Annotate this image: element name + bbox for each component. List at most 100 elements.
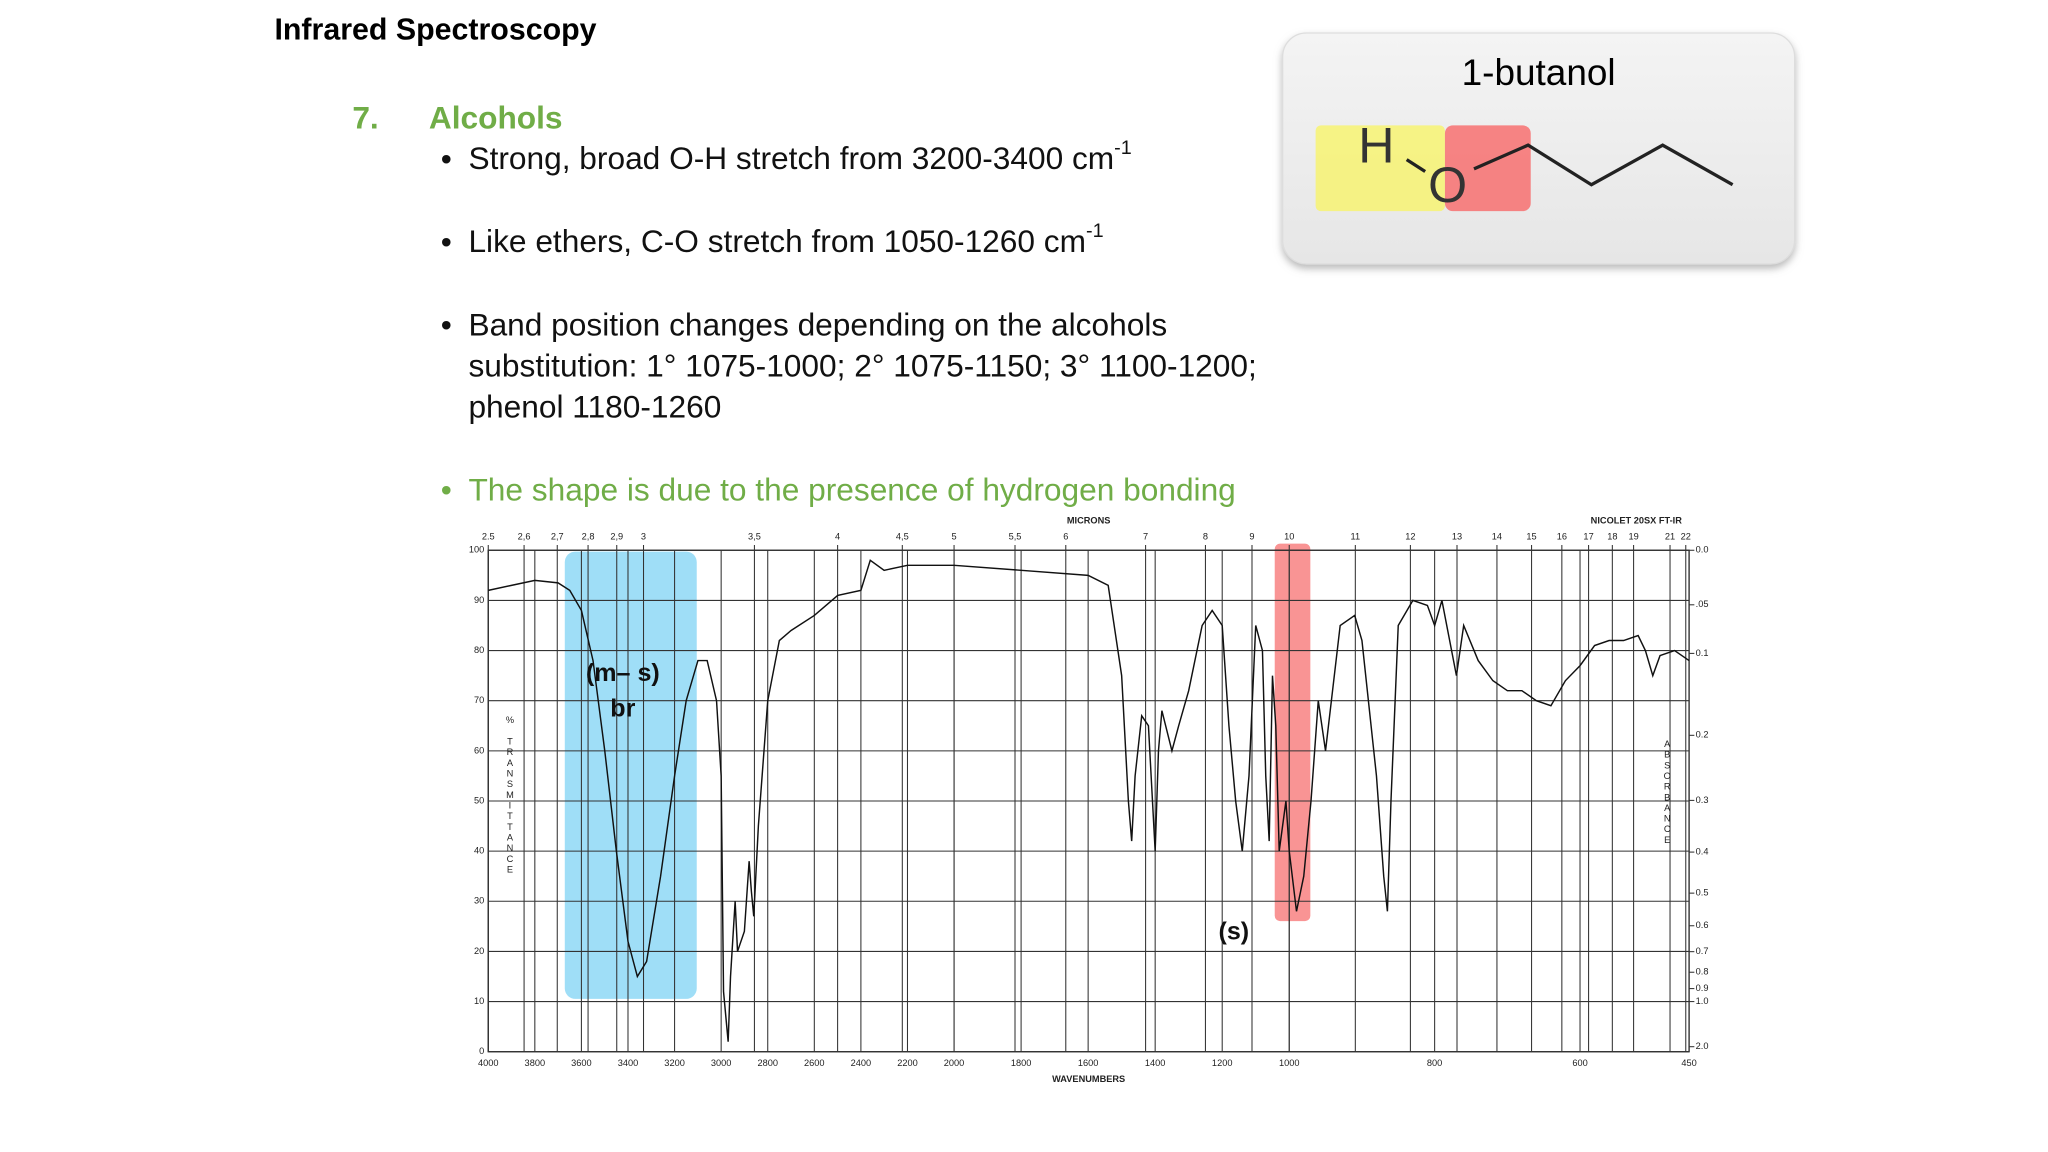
bond xyxy=(1405,158,1427,173)
y-tick-label: 10 xyxy=(474,996,484,1006)
x2-tick-label: 10 xyxy=(1284,532,1294,542)
instrument-label: NICOLET 20SX FT-IR xyxy=(1591,516,1683,526)
y2-tick-label: 0.3 xyxy=(1696,795,1709,805)
bullet-dot: • xyxy=(441,307,452,343)
x-tick-label: 450 xyxy=(1681,1058,1696,1068)
x2-tick-label: 3 xyxy=(641,532,646,542)
x2-tick-label: 5,5 xyxy=(1009,532,1022,542)
highlight-band xyxy=(564,551,697,999)
x-tick-label: 1400 xyxy=(1145,1058,1166,1068)
bullet-dot: • xyxy=(441,223,452,259)
x-tick-label: 600 xyxy=(1572,1058,1587,1068)
y2-tick-label: 0.1 xyxy=(1696,648,1709,658)
x2-tick-label: 18 xyxy=(1607,532,1617,542)
x2-tick-label: 13 xyxy=(1452,532,1462,542)
y2-tick-label: 0.8 xyxy=(1696,967,1709,977)
y2-tick-label: .05 xyxy=(1696,599,1709,609)
molecule-card: 1-butanol H O xyxy=(1281,32,1796,265)
x-tick-label: 2000 xyxy=(944,1058,965,1068)
x-tick-label: 2200 xyxy=(897,1058,918,1068)
y2-axis-label: ABSORBANCE xyxy=(1662,739,1672,846)
x2-tick-label: 2.5 xyxy=(482,532,495,542)
x2-tick-label: 4,5 xyxy=(896,532,909,542)
slide-title: Infrared Spectroscopy xyxy=(274,14,596,47)
y-tick-label: 50 xyxy=(474,795,484,805)
y-tick-label: 80 xyxy=(474,645,484,655)
y2-tick-label: 0.5 xyxy=(1696,888,1709,898)
x-tick-label: 3800 xyxy=(525,1058,546,1068)
x2-tick-label: 11 xyxy=(1351,532,1361,542)
y2-tick-label: 2.0 xyxy=(1696,1041,1709,1051)
bullet: The shape is due to the presence of hydr… xyxy=(468,472,1235,508)
y-axis-label: % TRANSMITTANCE xyxy=(505,715,515,875)
y2-tick-label: 0.6 xyxy=(1696,920,1709,930)
highlight-band xyxy=(1274,543,1311,922)
bullet: Strong, broad O-H stretch from 3200-3400… xyxy=(468,137,1131,176)
atom: H xyxy=(1358,117,1394,173)
bullet: Like ethers, C-O stretch from 1050-1260 … xyxy=(468,220,1103,259)
x2-tick-label: 3,5 xyxy=(748,532,761,542)
x2-tick-label: 15 xyxy=(1526,532,1536,542)
x-tick-label: 3600 xyxy=(571,1058,592,1068)
x2-tick-label: 2,8 xyxy=(582,532,595,542)
x2-tick-label: 2,9 xyxy=(610,532,623,542)
x2-tick-label: 5 xyxy=(951,532,956,542)
x-tick-label: 3200 xyxy=(664,1058,685,1068)
y2-tick-label: 0.9 xyxy=(1696,983,1709,993)
y2-tick-label: 0.0 xyxy=(1696,545,1709,555)
x2-tick-label: 2,6 xyxy=(518,532,531,542)
bullet-line: substitution: 1° 1075-1000; 2° 1075-1150… xyxy=(468,348,1256,384)
x2-tick-label: 9 xyxy=(1249,532,1254,542)
y-tick-label: 70 xyxy=(474,695,484,705)
x2-tick-label: 12 xyxy=(1405,532,1415,542)
x2-tick-label: 22 xyxy=(1681,532,1691,542)
x-tick-label: 3400 xyxy=(618,1058,639,1068)
molecule-label: 1-butanol xyxy=(1462,52,1616,93)
y2-tick-label: 1.0 xyxy=(1696,996,1709,1006)
bullet-dot: • xyxy=(441,472,452,508)
x-axis-label: WAVENUMBERS xyxy=(1052,1074,1125,1084)
section-number: 7. xyxy=(352,99,378,135)
y-tick-label: 40 xyxy=(474,846,484,856)
x-tick-label: 4000 xyxy=(478,1058,499,1068)
section-title: Alcohols xyxy=(429,99,563,135)
x-tick-label: 1200 xyxy=(1212,1058,1233,1068)
y2-tick-label: 0.7 xyxy=(1696,946,1709,956)
y-tick-label: 30 xyxy=(474,896,484,906)
bullet-line: Band position changes depending on the a… xyxy=(468,307,1167,343)
atom: O xyxy=(1428,157,1467,213)
x2-tick-label: 17 xyxy=(1583,532,1593,542)
x2-tick-label: 8 xyxy=(1203,532,1208,542)
y-tick-label: 90 xyxy=(474,595,484,605)
x-tick-label: 3000 xyxy=(711,1058,732,1068)
y2-tick-label: 0.4 xyxy=(1696,847,1709,857)
bullets: • Strong, broad O-H stretch from 3200-34… xyxy=(441,137,1257,507)
x-tick-label: 2600 xyxy=(804,1058,825,1068)
y-tick-label: 20 xyxy=(474,946,484,956)
highlight xyxy=(1444,125,1531,212)
x-tick-label: 1800 xyxy=(1011,1058,1032,1068)
x2-axis-label: MICRONS xyxy=(1067,516,1111,526)
y2-tick-label: 0.2 xyxy=(1696,730,1709,740)
x2-tick-label: 21 xyxy=(1665,532,1675,542)
x-tick-label: 800 xyxy=(1427,1058,1442,1068)
x-tick-label: 2400 xyxy=(851,1058,872,1068)
x2-tick-label: 2,7 xyxy=(551,532,564,542)
spectrum-line xyxy=(488,559,1690,1042)
y-tick-label: 60 xyxy=(474,745,484,755)
bond xyxy=(1473,143,1734,187)
bullet-dot: • xyxy=(441,140,452,176)
highlight xyxy=(1315,125,1445,212)
annotation: br xyxy=(610,695,635,723)
annotation: (s) xyxy=(1218,918,1249,946)
x-tick-label: 2800 xyxy=(757,1058,778,1068)
x2-tick-label: 14 xyxy=(1492,532,1502,542)
bullet-line: phenol 1180-1260 xyxy=(468,388,721,424)
x2-tick-label: 7 xyxy=(1143,532,1148,542)
x2-tick-label: 16 xyxy=(1557,532,1567,542)
x2-tick-label: 6 xyxy=(1063,532,1068,542)
x-tick-label: 1600 xyxy=(1078,1058,1099,1068)
y-tick-label: 100 xyxy=(469,545,484,555)
